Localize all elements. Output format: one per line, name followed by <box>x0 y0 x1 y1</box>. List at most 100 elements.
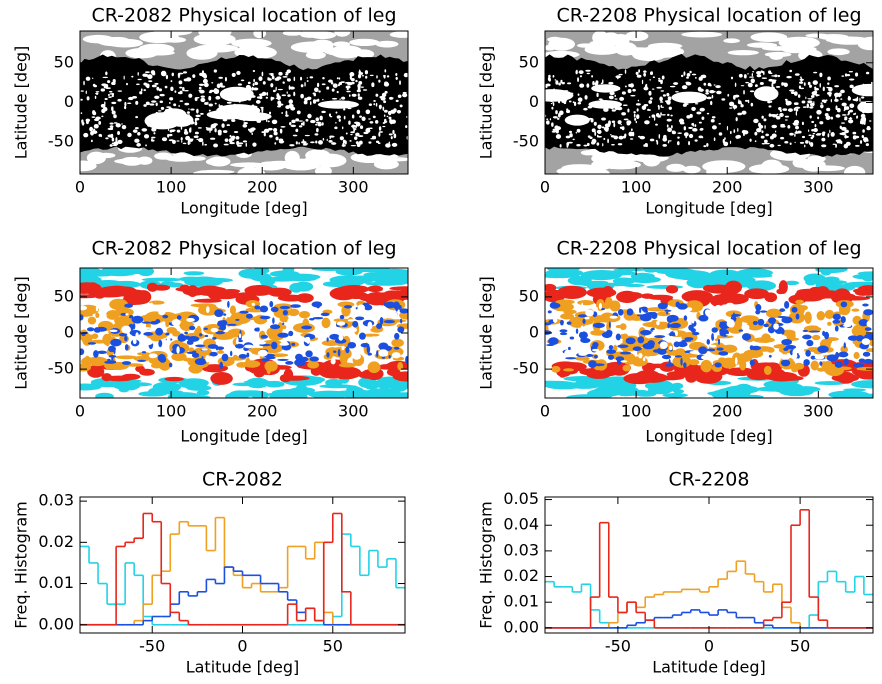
speckle <box>305 118 309 122</box>
x-tick-label: 300 <box>803 178 834 197</box>
speckle <box>176 140 180 142</box>
blue-region <box>312 316 324 320</box>
speckle <box>840 140 843 145</box>
speckle <box>312 99 317 104</box>
blue-region <box>379 317 384 325</box>
orange-region <box>560 313 575 320</box>
speckle <box>214 102 217 105</box>
speckle <box>653 116 656 121</box>
speckle <box>388 133 393 136</box>
orange-region <box>816 311 826 321</box>
speckle <box>111 108 114 112</box>
speckle <box>608 81 614 85</box>
speckle <box>258 93 265 97</box>
blue-region <box>779 308 786 312</box>
speckle <box>718 132 723 136</box>
speckle <box>185 135 191 141</box>
speckle <box>602 79 604 84</box>
y-tick-label: 0.03 <box>503 540 539 559</box>
speckle <box>832 143 836 145</box>
blue-region <box>376 350 379 358</box>
speckle <box>222 118 228 122</box>
blue-region <box>187 335 200 342</box>
gap <box>585 309 594 317</box>
blue-region <box>131 315 144 324</box>
speckle <box>389 96 394 100</box>
speckle <box>616 76 619 80</box>
speckle <box>769 143 775 148</box>
speckle <box>190 108 195 111</box>
speckle <box>338 118 341 122</box>
speckle <box>348 94 351 98</box>
speckle <box>619 96 625 101</box>
speckle <box>756 74 762 78</box>
blue-region <box>654 335 666 339</box>
gap <box>357 304 365 312</box>
speckle <box>669 85 676 88</box>
speckle <box>243 122 248 125</box>
speckle <box>202 78 208 84</box>
gap <box>210 327 219 333</box>
speckle <box>737 112 743 116</box>
y-tick-label: 0.03 <box>38 491 74 510</box>
y-axis-label: Latitude [deg] <box>12 46 31 160</box>
blue-region <box>643 330 647 336</box>
speckle <box>298 141 300 145</box>
speckle <box>689 70 692 74</box>
speckle <box>585 69 591 72</box>
speckle <box>113 114 117 119</box>
speckle <box>303 143 309 145</box>
blue-region <box>863 309 873 316</box>
blue-region <box>569 336 575 340</box>
open-region <box>231 38 272 48</box>
y-tick-label: 50 <box>519 52 539 71</box>
cyan-region <box>80 383 102 391</box>
gap <box>95 305 99 312</box>
speckle <box>666 124 669 128</box>
speckle <box>392 129 395 135</box>
blue-region <box>358 332 366 340</box>
speckle <box>841 126 847 131</box>
y-tick-label: 0 <box>529 323 539 342</box>
orange-region <box>827 321 832 326</box>
open-region <box>253 31 267 39</box>
speckle <box>758 124 764 129</box>
y-tick-label: 0.02 <box>503 566 539 585</box>
blue-region <box>768 354 772 358</box>
x-tick-label: -50 <box>139 637 165 656</box>
speckle <box>259 95 263 100</box>
speckle <box>651 88 655 90</box>
speckle <box>812 102 815 104</box>
speckle <box>627 88 632 94</box>
speckle <box>809 115 812 119</box>
speckle <box>319 115 323 121</box>
speckle <box>107 93 110 96</box>
speckle <box>384 69 387 73</box>
speckle <box>227 124 230 127</box>
y-axis-label: Latitude [deg] <box>477 46 496 160</box>
y-tick-label: -50 <box>513 359 539 378</box>
speckle <box>754 140 757 143</box>
speckle <box>774 74 778 78</box>
speckle <box>701 116 705 120</box>
speckle <box>385 121 388 123</box>
orange-region <box>232 354 238 360</box>
blue-region <box>260 358 270 362</box>
speckle <box>667 113 670 117</box>
blue-region <box>806 339 814 347</box>
speckle <box>80 90 84 92</box>
speckle <box>838 92 841 98</box>
speckle <box>869 120 872 122</box>
speckle <box>859 97 861 102</box>
speckle <box>586 142 590 147</box>
speckle <box>310 141 315 144</box>
speckle <box>170 80 173 83</box>
speckle <box>369 121 374 124</box>
speckle <box>682 103 687 107</box>
speckle <box>789 89 795 92</box>
speckle <box>632 88 636 92</box>
x-tick-label: 200 <box>712 402 743 421</box>
speckle <box>337 84 340 87</box>
speckle <box>263 128 270 133</box>
speckle <box>221 123 225 128</box>
